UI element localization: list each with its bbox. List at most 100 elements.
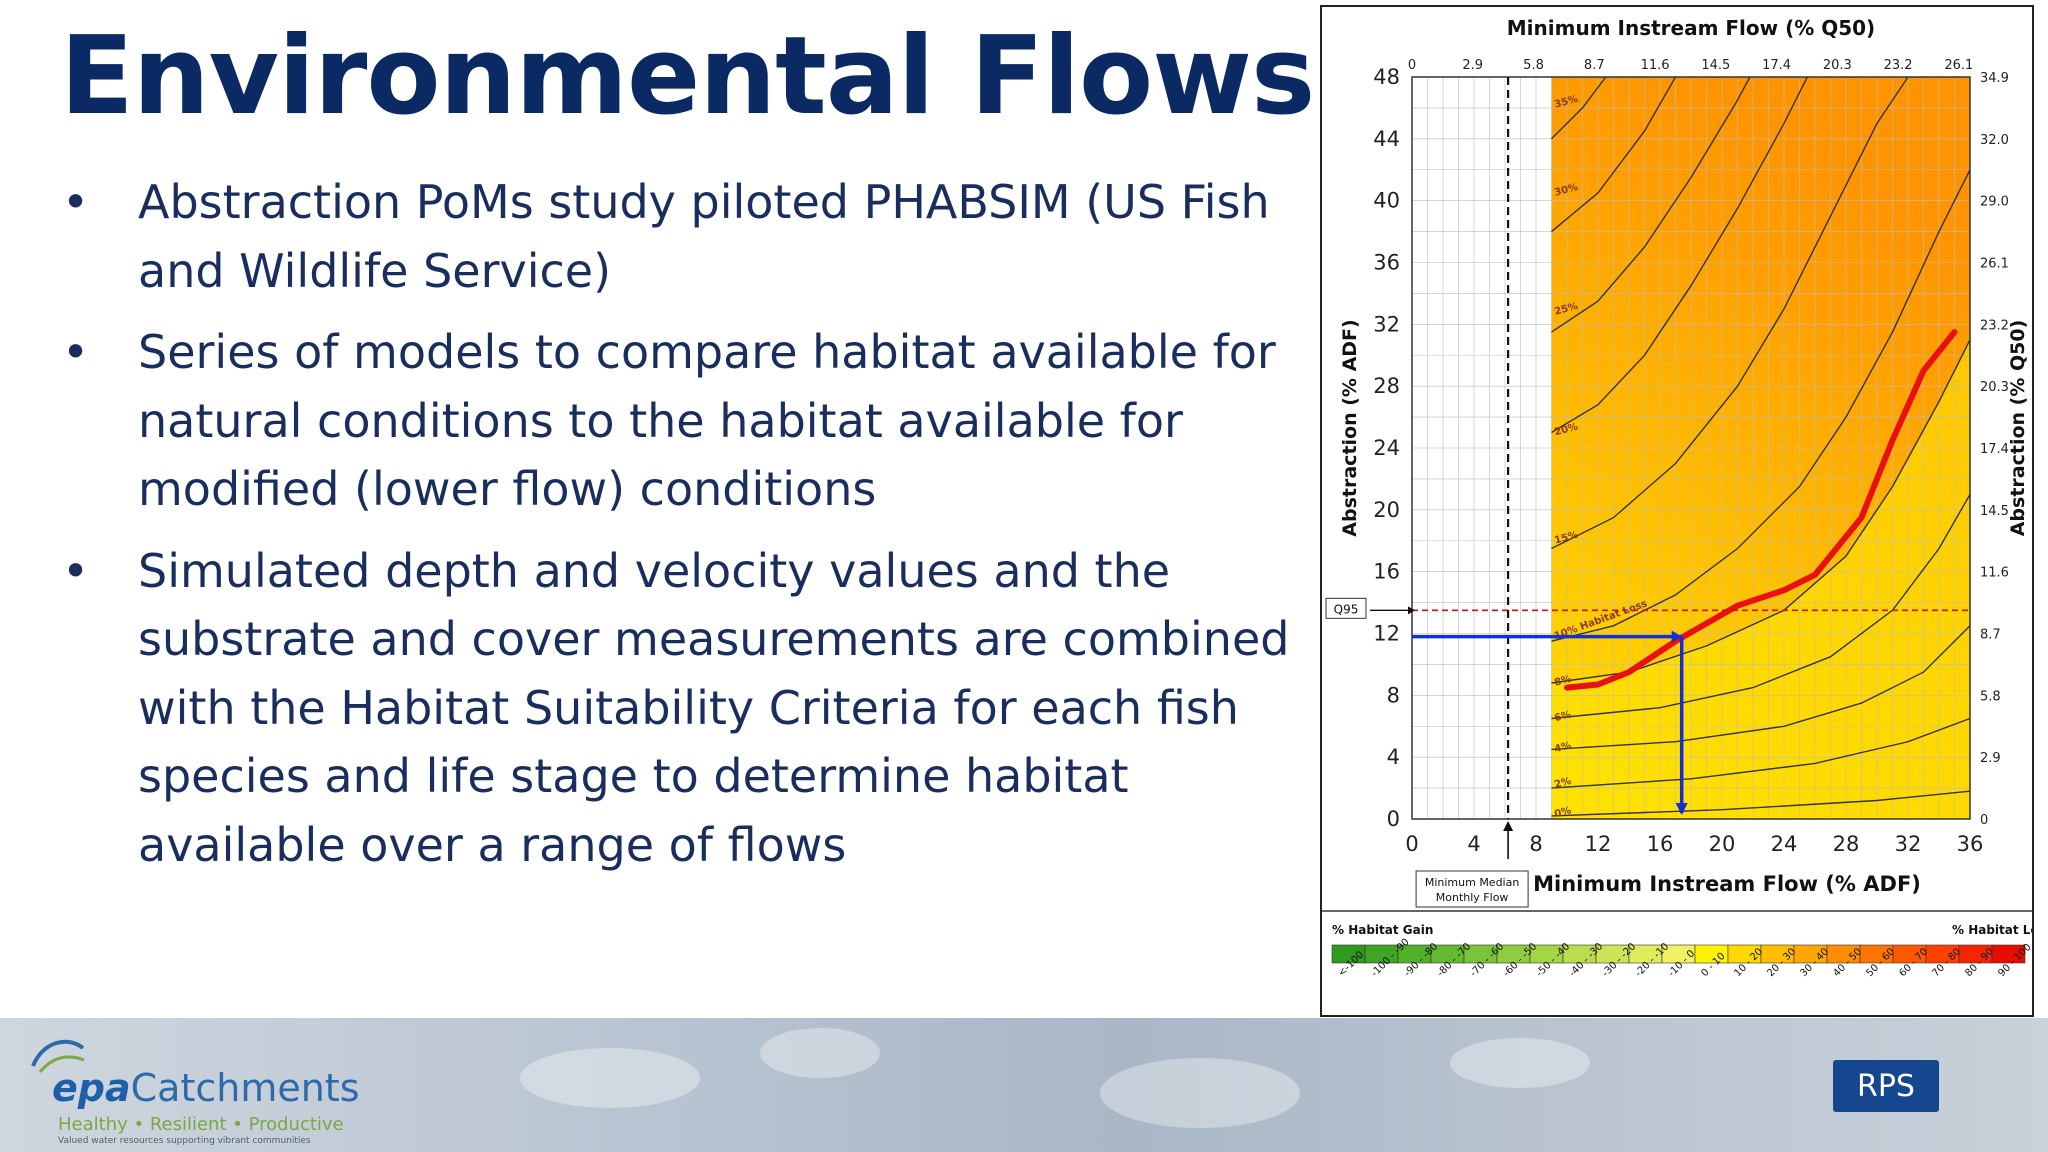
y-tick-label: 12 — [1373, 622, 1400, 646]
legend-swatch — [1991, 944, 2026, 964]
contour-line — [1551, 790, 1971, 817]
example-path-arrowhead-right — [1671, 630, 1682, 643]
y-tick-label: 28 — [1373, 374, 1400, 398]
y-axis-label-right: Abstraction (% Q50) — [2007, 320, 2029, 537]
q95-label-box — [1325, 597, 1367, 619]
y-right-tick-label: 2.9 — [1980, 751, 2001, 766]
swoosh-icon — [31, 1039, 85, 1073]
contour-line — [1551, 76, 1808, 434]
y-tick-label: 48 — [1373, 65, 1400, 89]
contour-line — [1551, 494, 1971, 720]
legend-gain-label: % Habitat Gain — [1332, 923, 1433, 937]
x-tick-label: 36 — [1957, 832, 1984, 856]
example-path-arrowhead-down — [1675, 803, 1688, 815]
legend-loss-label: % Habitat Loss — [1952, 923, 2032, 937]
plot-frame — [1411, 76, 1971, 820]
chart-title: Minimum Instream Flow (% Q50) — [1507, 16, 1875, 40]
contour-line — [1551, 169, 1971, 642]
y-tick-label: 32 — [1373, 312, 1400, 336]
bullet-item: • Series of models to compare habitat ava… — [60, 318, 1310, 524]
median-flow-label-line2: Monthly Flow — [1436, 891, 1509, 904]
bullet-item: • Simulated depth and velocity values and… — [60, 537, 1310, 880]
y-right-tick-label: 29.0 — [1980, 195, 2009, 210]
x-top-tick-label: 0 — [1408, 58, 1416, 73]
epa-wordmark: Catchments — [130, 1066, 360, 1110]
contour-line — [1551, 76, 1909, 550]
y-right-tick-label: 8.7 — [1980, 628, 2001, 643]
bullet-text: Series of models to compare habitat avai… — [138, 325, 1276, 516]
x-tick-label: 20 — [1709, 832, 1736, 856]
y-right-tick-label: 26.1 — [1980, 257, 2009, 272]
y-axis-label-left: Abstraction (% ADF) — [1339, 319, 1361, 536]
x-tick-label: 12 — [1585, 832, 1612, 856]
y-right-tick-label: 20.3 — [1980, 380, 2009, 395]
x-top-tick-label: 26.1 — [1944, 58, 1973, 73]
bullet-item: • Abstraction PoMs study piloted PHABSIM … — [60, 168, 1310, 305]
footer-band — [0, 1018, 2048, 1152]
contour-line — [1551, 76, 1607, 140]
habitat-figure: 35% 30% 25% 20% 15% 10% Habitat Loss 8% 6% 4% 2% 0… — [1320, 5, 2034, 1017]
y-right-tick-label: 0 — [1980, 813, 1988, 828]
bullet-glyph: • — [62, 543, 90, 598]
habitat-chart: 35%30%25%20%15%10% Habitat Loss8%6%4%2%0… — [1322, 16, 2032, 979]
slide-title: Environmental Flows — [60, 14, 1315, 139]
q95-arrowhead — [1408, 606, 1415, 615]
x-tick-label: 24 — [1771, 832, 1798, 856]
contour-line — [1551, 76, 1751, 333]
x-tick-label: 16 — [1647, 832, 1674, 856]
contour-label: 4% — [1553, 740, 1572, 755]
y-right-tick-label: 34.9 — [1980, 71, 2009, 86]
y-right-tick-label: 5.8 — [1980, 689, 2001, 704]
y-tick-label: 44 — [1373, 127, 1400, 151]
x-top-tick-label: 2.9 — [1462, 58, 1483, 73]
contour-line — [1551, 76, 1677, 233]
x-tick-label: 0 — [1405, 832, 1418, 856]
x-top-tick-label: 11.6 — [1641, 58, 1670, 73]
threshold-line — [1564, 329, 1958, 691]
x-axis-label: Minimum Instream Flow (% ADF) — [1533, 872, 1921, 896]
contour-line — [1551, 625, 1971, 751]
epa-catchments-logo: epaCatchments Healthy • Resilient • Prod… — [28, 1036, 368, 1146]
median-flow-box — [1415, 870, 1529, 908]
bullet-glyph: • — [62, 325, 90, 379]
x-top-tick-label: 17.4 — [1762, 58, 1791, 73]
epa-subline: Valued water resources supporting vibran… — [58, 1136, 311, 1146]
bullet-list: • Abstraction PoMs study piloted PHABSIM … — [60, 168, 1310, 892]
bullet-glyph: • — [62, 175, 90, 229]
contour-line — [1551, 717, 1971, 789]
epa-mark: epa — [52, 1066, 131, 1110]
q95-label: Q95 — [1334, 602, 1359, 616]
y-tick-label: 4 — [1387, 745, 1400, 769]
y-right-tick-label: 11.6 — [1980, 566, 2009, 581]
contour-label: 6% — [1553, 709, 1572, 724]
rps-logo: RPS — [1833, 1060, 1939, 1112]
y-right-tick-label: 23.2 — [1980, 318, 2009, 333]
y-tick-label: 8 — [1387, 683, 1400, 707]
x-tick-label: 8 — [1529, 832, 1542, 856]
heatmap-low-loss-zone — [1551, 339, 1970, 819]
y-tick-label: 16 — [1373, 560, 1400, 584]
x-top-tick-label: 14.5 — [1701, 58, 1730, 73]
bullet-text: Abstraction PoMs study piloted PHABSIM (… — [138, 175, 1270, 298]
contour-label: 0% — [1553, 805, 1572, 820]
x-tick-label: 4 — [1467, 832, 1480, 856]
contour-label: 2% — [1553, 776, 1572, 791]
median-flow-arrowhead — [1503, 821, 1514, 831]
y-right-tick-label: 14.5 — [1980, 504, 2009, 519]
y-right-tick-label: 17.4 — [1980, 442, 2009, 457]
y-tick-label: 24 — [1373, 436, 1400, 460]
x-top-tick-label: 8.7 — [1584, 58, 1605, 73]
y-tick-label: 0 — [1387, 807, 1400, 831]
contour-line — [1551, 339, 1971, 684]
x-top-tick-label: 20.3 — [1823, 58, 1852, 73]
x-tick-label: 32 — [1895, 832, 1922, 856]
x-tick-label: 28 — [1833, 832, 1860, 856]
epa-tagline: Healthy • Resilient • Productive — [58, 1114, 344, 1135]
x-top-tick-label: 23.2 — [1884, 58, 1913, 73]
bullet-text: Simulated depth and velocity values and … — [138, 543, 1290, 872]
y-tick-label: 36 — [1373, 251, 1400, 275]
y-tick-label: 20 — [1373, 498, 1400, 522]
median-flow-label-line1: Minimum Median — [1425, 876, 1520, 889]
y-tick-label: 40 — [1373, 189, 1400, 213]
